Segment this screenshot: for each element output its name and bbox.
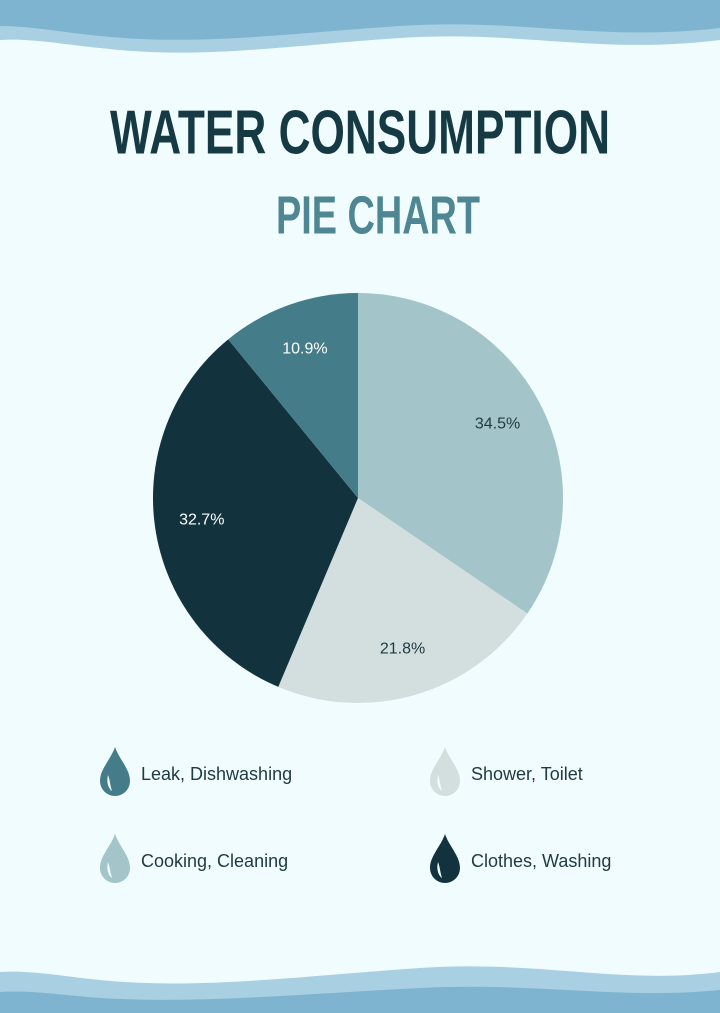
value-label: 21.8%: [380, 641, 425, 658]
legend-icon-highlight: [437, 775, 442, 791]
legend-label: Clothes, Washing: [471, 851, 611, 871]
chart-title: WATER CONSUMPTION: [110, 98, 610, 167]
pie-slice: [278, 498, 528, 703]
chart-subtitle: PIE CHART: [276, 185, 480, 245]
value-label: 32.7%: [179, 512, 224, 529]
pie-slice: [228, 293, 358, 498]
pie-slice: [358, 293, 564, 614]
legend-label: Cooking, Cleaning: [141, 851, 288, 871]
legend-icon: [430, 834, 460, 883]
legend-icon-highlight: [437, 862, 442, 878]
legend-icon: [100, 747, 130, 796]
bottom-wave: [0, 986, 720, 1013]
legend-label: Shower, Toilet: [471, 764, 583, 784]
legend-icon: [430, 747, 460, 796]
legend-label: Leak, Dishwashing: [141, 764, 292, 784]
value-label: 10.9%: [282, 341, 327, 358]
pie-slice: [152, 339, 358, 687]
legend-icon-highlight: [107, 862, 112, 878]
legend-icon-highlight: [107, 775, 112, 791]
legend-icon: [100, 834, 130, 883]
value-label: 34.5%: [475, 416, 520, 433]
top-wave: [0, 0, 720, 40]
